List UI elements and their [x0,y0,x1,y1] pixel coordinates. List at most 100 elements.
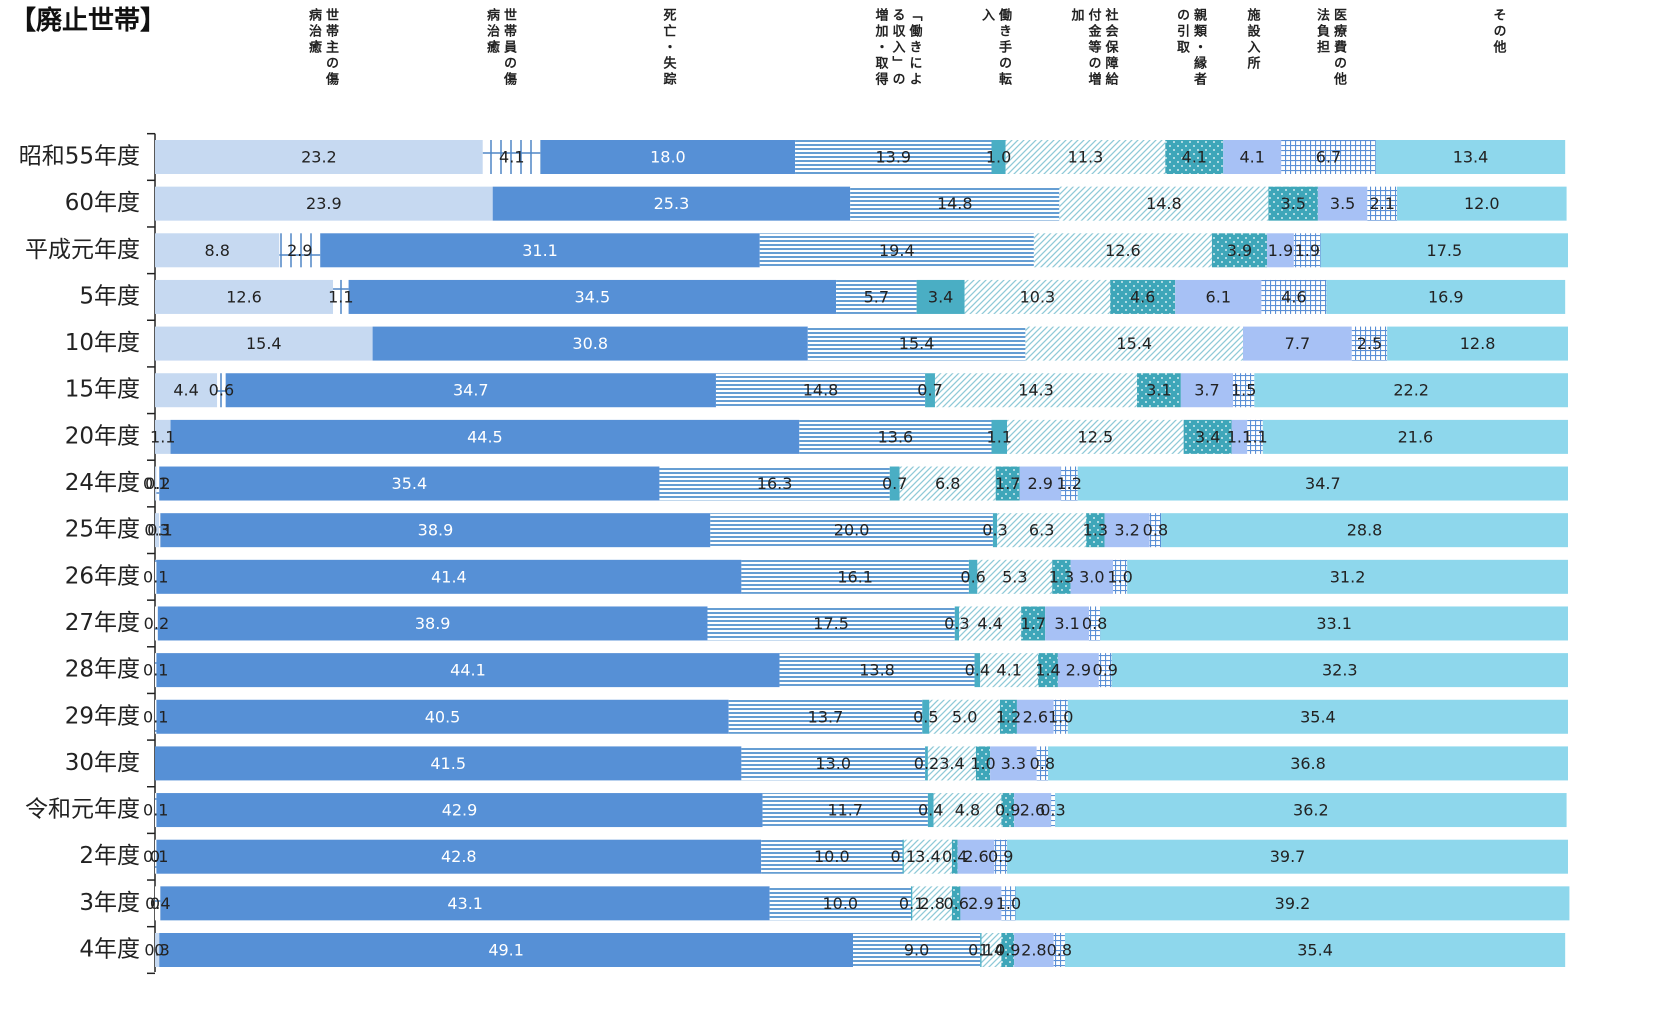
data-label: 0 [150,847,160,866]
bar-segment [1326,279,1566,314]
data-label: 5.7 [864,287,889,306]
bar-segment [991,140,1006,174]
bar-segment [1001,886,1016,921]
data-label: 1.0 [1107,567,1132,586]
bar-segment [912,886,952,921]
data-label: 3.5 [1280,194,1305,213]
data-label: 12.6 [1105,241,1141,260]
data-label: 2.6 [963,847,988,866]
data-label: 42.9 [442,801,478,820]
bar-segment [1064,933,1566,967]
data-label: 1.9 [1268,241,1293,260]
data-label: 41.4 [431,567,467,586]
bar-segment [762,793,928,828]
data-label: 35.4 [1300,707,1336,726]
data-label: 0.9 [995,801,1020,820]
bar-segment [925,373,935,408]
data-label: 17.5 [813,614,849,633]
bar-segment [1127,559,1568,594]
bar-segment [155,793,157,828]
data-label: 32.3 [1322,661,1358,680]
data-label: 16.3 [757,474,793,493]
bar-segment [933,793,1002,828]
y-tick-label: 24年度 [65,470,140,496]
data-label: 34.7 [1305,474,1341,493]
bar-segment [1055,793,1567,828]
data-label: 14.8 [803,381,839,400]
bar-segment [1033,233,1212,268]
bar-segment [850,186,1060,221]
bar-segment [899,466,996,501]
data-label: 7.7 [1285,334,1310,353]
data-label: 35.4 [392,474,428,493]
bar-segment [1254,373,1568,408]
data-label: 1.0 [970,754,995,773]
data-label: 1.4 [979,941,1004,960]
data-label: 4.4 [977,614,1002,633]
bar-segment [1175,279,1262,314]
data-label: 0 [154,941,164,960]
bar-segment [1001,793,1015,828]
bar-segment [540,140,796,174]
bar-segment [759,233,1034,268]
bar-segment [715,373,926,408]
bar-segment [958,606,1022,641]
data-label: 4.8 [955,801,980,820]
bar-segment [156,793,763,828]
y-tick-label: 25年度 [65,517,140,543]
bar-segment [155,419,171,454]
bar-segment [1045,606,1089,641]
bar-segment [1268,186,1318,221]
bar-segment [1086,513,1105,548]
data-label: 36.8 [1290,754,1326,773]
data-label: 2.5 [1357,334,1382,353]
data-label: 3.2 [1114,521,1139,540]
bar-segment [159,933,854,967]
data-label: 10.0 [814,847,850,866]
data-label: 5.3 [1002,567,1027,586]
data-label: 0.8 [1082,614,1107,633]
bar-segment [156,653,780,688]
data-label: 0.8 [1047,941,1072,960]
data-label: 0.8 [1030,754,1055,773]
bar-segment [1293,233,1321,268]
bar-segment [927,746,976,781]
bar-segment [974,653,981,688]
y-tick-label: 27年度 [65,610,140,636]
data-label: 1.0 [986,148,1011,167]
data-label: 0.5 [913,707,938,726]
bar-segment [710,513,993,548]
bar-segment [1038,653,1058,688]
data-label: 20.0 [834,521,870,540]
data-label: 16.9 [1428,287,1464,306]
bar-segment [1247,419,1263,454]
bar-segment [1050,793,1056,828]
y-tick-label: 26年度 [65,563,140,589]
data-label: 11.3 [1068,148,1104,167]
data-label: 3.0 [1079,567,1104,586]
data-label: 0.1 [143,801,168,820]
bar-segment [1231,419,1248,454]
bar-segment [1015,886,1570,921]
data-label: 1.7 [995,474,1020,493]
bar-segment [728,699,923,734]
data-label: 2.9 [287,241,312,260]
bar-segment [1036,746,1049,781]
bar-segment [741,559,969,594]
data-label: 19.4 [879,241,915,260]
data-label: 1.1 [1227,427,1252,446]
bar-segment [954,606,959,641]
data-label: 0.3 [982,521,1007,540]
data-label: 17.5 [1427,241,1463,260]
bar-segment [1180,373,1234,408]
data-label: 14.8 [937,194,973,213]
bar-segment [372,326,808,361]
bar-segment [1233,373,1255,408]
bar-segment [157,606,708,641]
bar-segment [769,886,911,921]
bar-segment [1110,279,1176,314]
data-label: 2.9 [968,894,993,913]
legend-entry: 働き手の転入 [979,8,1011,88]
bar-segment [159,513,161,548]
data-label: 0.2 [914,754,939,773]
